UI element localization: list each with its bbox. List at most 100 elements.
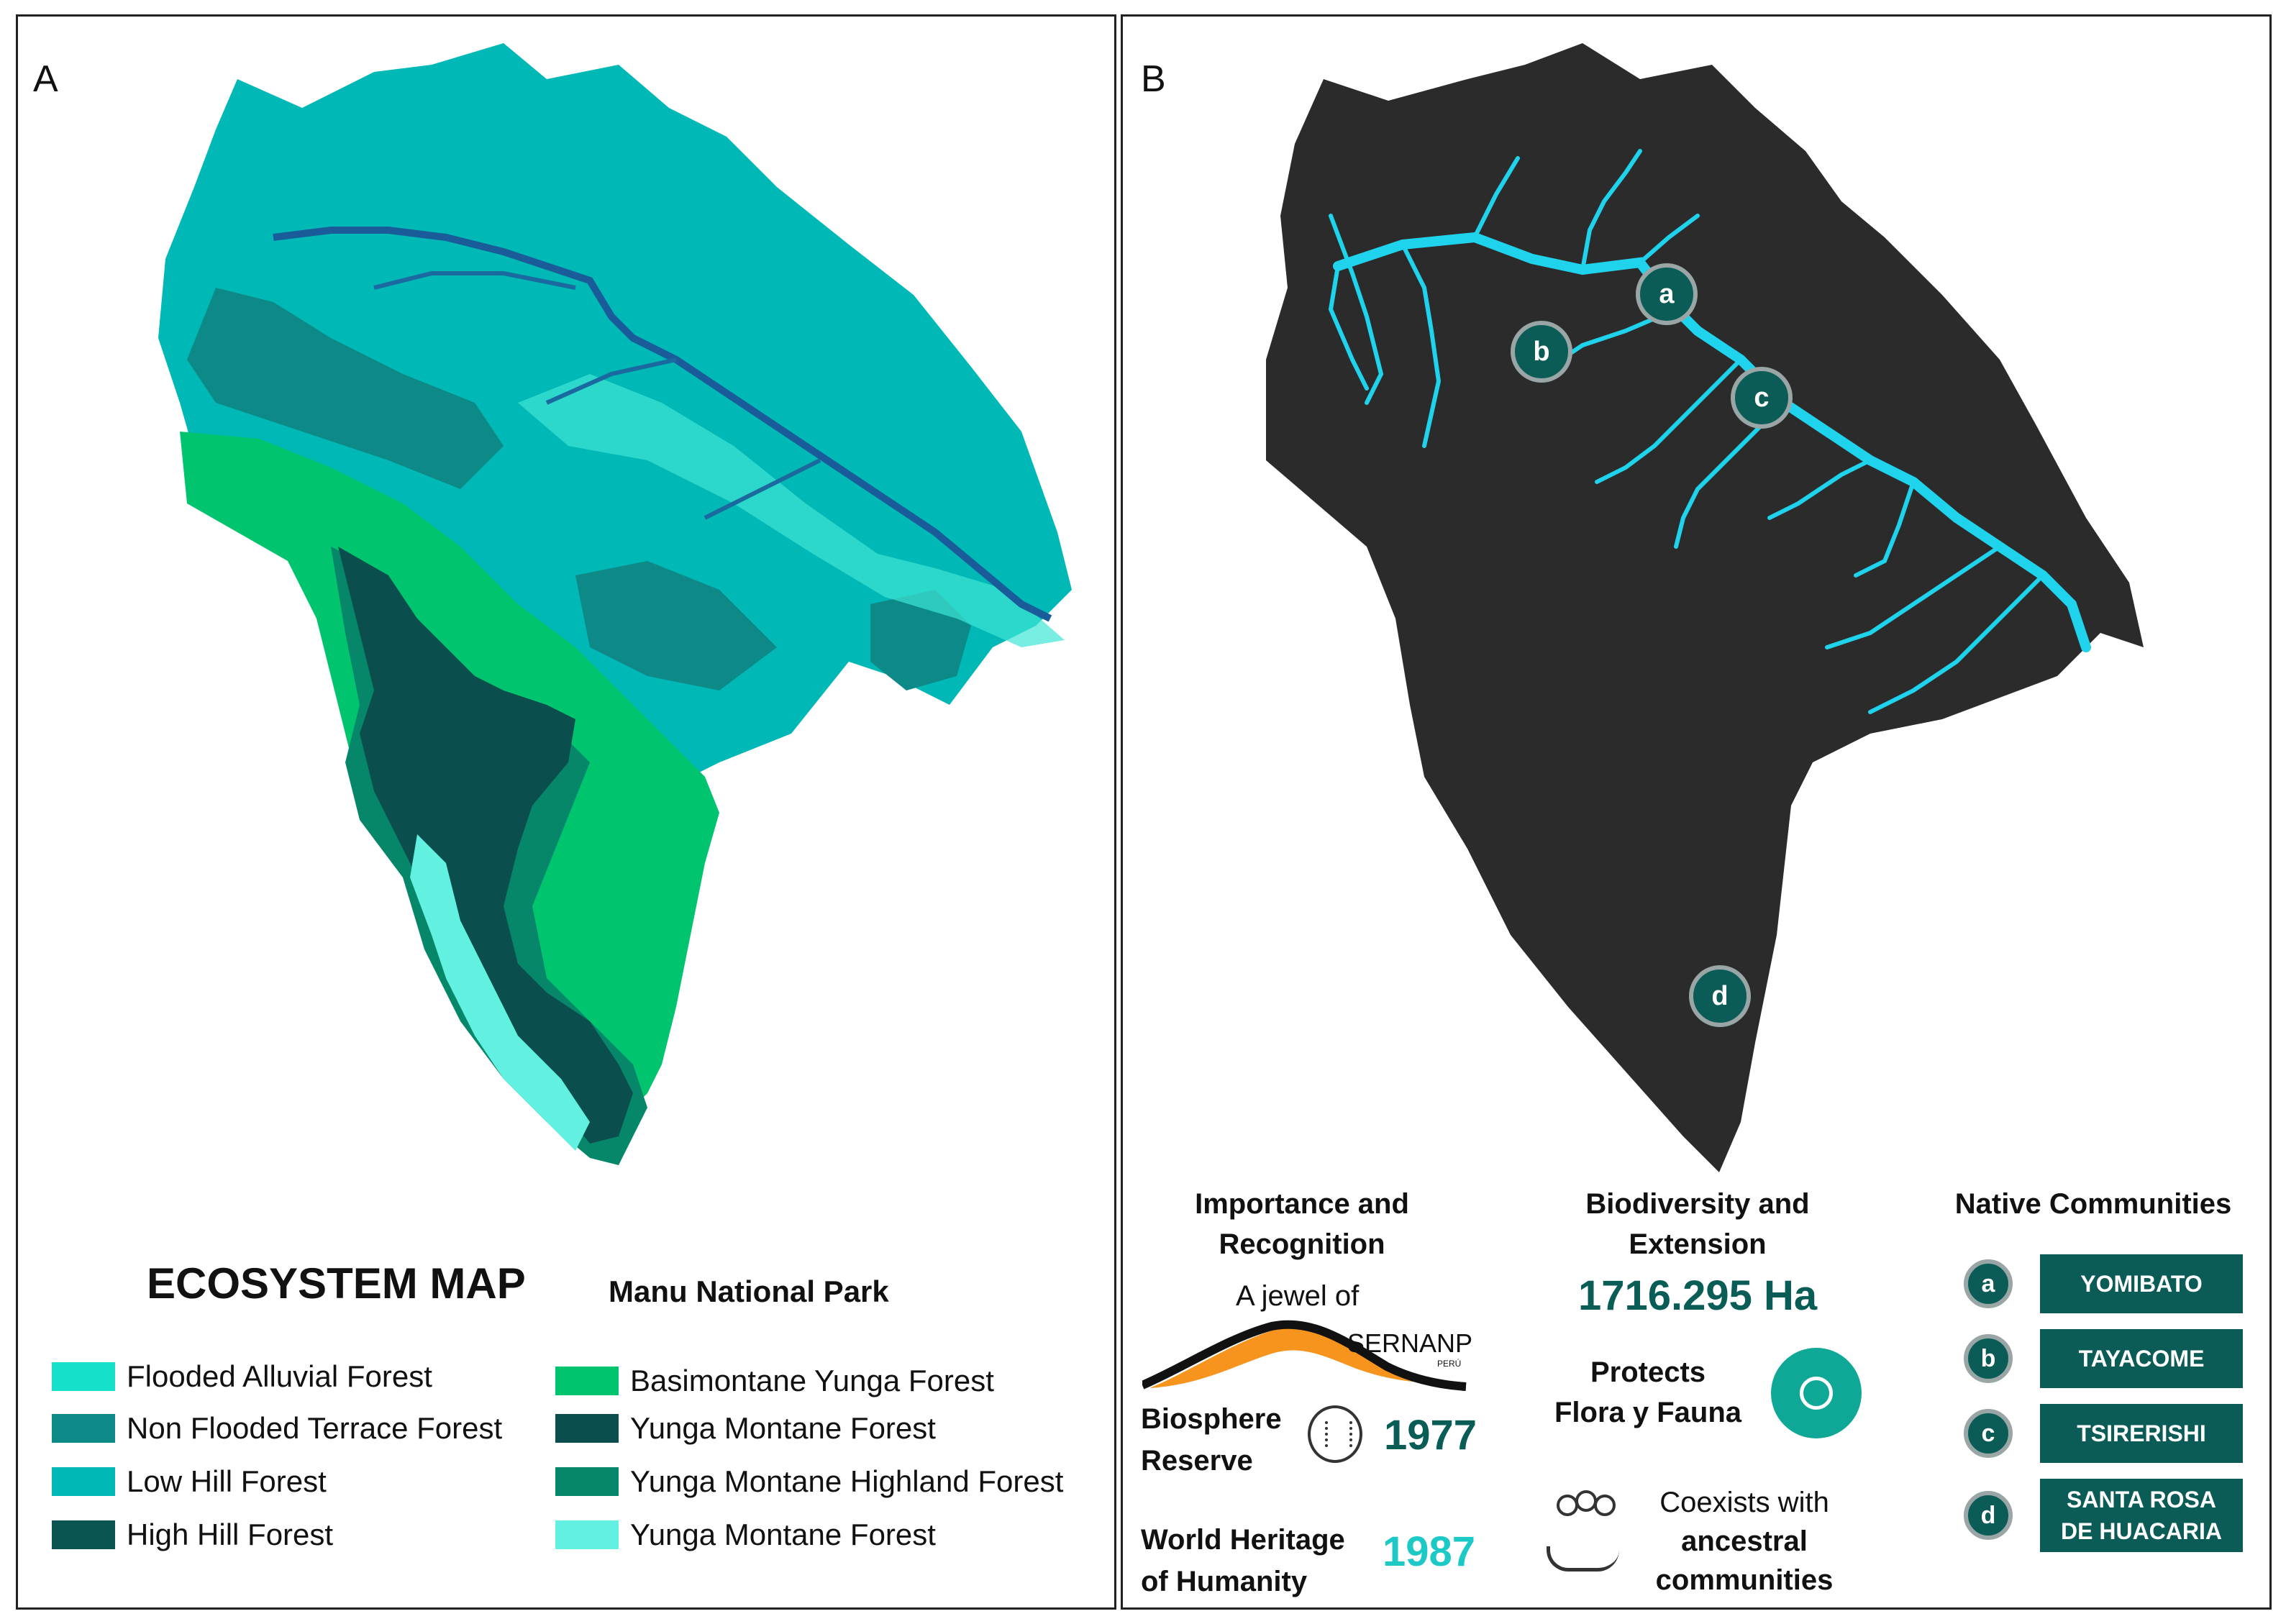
sernanp-logo: SERNANP PERÚ: [1142, 1320, 1472, 1391]
legend-item: Yunga Montane Forest: [555, 1518, 936, 1552]
community-badge-d: d: [1964, 1491, 2013, 1540]
community-name-d: SANTA ROSA DE HUACARIA: [2040, 1479, 2243, 1552]
legend-label: Flooded Alluvial Forest: [127, 1359, 432, 1393]
coexists-line2: ancestral: [1681, 1525, 1808, 1557]
legend-label: Yunga Montane Highland Forest: [630, 1464, 1064, 1498]
yunga-montane-region: [338, 547, 633, 1144]
legend-swatch: [52, 1362, 115, 1391]
river-tributary: [1868, 573, 2045, 714]
river-tributary: [1825, 544, 2002, 649]
community-name-a: YOMIBATO: [2040, 1254, 2243, 1313]
sernanp-logo-sub: PERÚ: [1437, 1358, 1461, 1369]
legend-item: Low Hill Forest: [52, 1464, 327, 1499]
map-subtitle: Manu National Park: [609, 1274, 889, 1308]
community-row-a: a YOMIBATO: [1964, 1254, 2243, 1313]
community-row-d: d SANTA ROSA DE HUACARIA: [1964, 1479, 2243, 1552]
map-marker-b[interactable]: b: [1511, 321, 1572, 383]
river-tributary: [1580, 149, 1642, 272]
legend-item: High Hill Forest: [52, 1518, 333, 1552]
community-badge-a: a: [1964, 1259, 2013, 1308]
community-name-b: TAYACOME: [2040, 1329, 2243, 1388]
community-name-d-line1: SANTA ROSA: [2067, 1487, 2216, 1513]
tributary: [373, 271, 576, 290]
protects-line2: Flora y Fauna: [1554, 1397, 1742, 1428]
coexists-line3: communities: [1655, 1564, 1834, 1596]
legend-item: Yunga Montane Highland Forest: [555, 1464, 1063, 1499]
legend-label: Non Flooded Terrace Forest: [127, 1411, 503, 1445]
river-tributary: [1328, 264, 1369, 391]
river-tributary: [1595, 357, 1743, 484]
map-marker-a[interactable]: a: [1636, 263, 1698, 325]
legend-label: High Hill Forest: [127, 1518, 334, 1551]
biodiversity-title-line1: Biodiversity and: [1585, 1188, 1810, 1220]
panel-a: [16, 14, 1116, 1610]
importance-title-line1: Importance and: [1195, 1188, 1409, 1220]
biodiversity-title-line2: Extension: [1629, 1228, 1767, 1260]
legend-label: Yunga Montane Forest: [630, 1518, 936, 1551]
coexists-line1: Coexists with: [1659, 1487, 1829, 1518]
legend-swatch: [555, 1367, 619, 1395]
biosphere-line2: Reserve: [1141, 1445, 1253, 1477]
jewel-text: A jewel of: [1236, 1280, 1360, 1312]
heritage-line1: World Heritage: [1141, 1524, 1345, 1556]
legend-item: Flooded Alluvial Forest: [52, 1359, 432, 1394]
community-name-c: TSIRERISHI: [2040, 1404, 2243, 1463]
protects-label: Protects Flora y Fauna: [1551, 1352, 1745, 1433]
community-row-c: c TSIRERISHI: [1964, 1404, 2243, 1463]
river-tributary: [1767, 458, 1872, 520]
flooded-region: [518, 374, 1065, 647]
importance-title: Importance and Recognition: [1165, 1184, 1439, 1264]
river-tributary: [1472, 156, 1520, 240]
panel-b-letter: B: [1141, 58, 1166, 100]
ecosystem-map: [158, 43, 1072, 1165]
legend-swatch: [555, 1467, 619, 1496]
light-yunga-region: [410, 834, 590, 1151]
biosphere-label: Biosphere Reserve: [1141, 1398, 1282, 1482]
map-marker-c[interactable]: c: [1731, 367, 1793, 429]
community-hands-icon: [1544, 1490, 1620, 1577]
legend-item: Yunga Montane Forest: [555, 1411, 936, 1446]
panel-b: [1121, 14, 2272, 1610]
legend-item: Basimontane Yunga Forest: [555, 1364, 994, 1398]
river-tributary: [1638, 214, 1700, 265]
map-title: ECOSYSTEM MAP: [147, 1259, 526, 1308]
legend-swatch: [555, 1520, 619, 1549]
legend-item: Non Flooded Terrace Forest: [52, 1411, 502, 1446]
river-tributary: [1854, 480, 1916, 578]
community-badge-b: b: [1964, 1334, 2013, 1383]
legend-label: Low Hill Forest: [127, 1464, 327, 1498]
communities-title: Native Communities: [1954, 1188, 2232, 1220]
community-row-b: b TAYACOME: [1964, 1329, 2243, 1388]
biodiversity-title: Biodiversity and Extension: [1554, 1184, 1841, 1264]
heritage-year: 1987: [1383, 1528, 1476, 1575]
community-badge-c: c: [1964, 1409, 2013, 1458]
park-map: [1266, 43, 2144, 1172]
coexists-label: Coexists with ancestral communities: [1640, 1483, 1849, 1600]
terrace-region: [187, 288, 504, 489]
sernanp-logo-text: SERNANP: [1347, 1328, 1472, 1358]
heritage-label: World Heritage of Humanity: [1141, 1519, 1345, 1602]
heritage-line2: of Humanity: [1141, 1566, 1308, 1597]
tributary: [703, 458, 821, 520]
protects-line1: Protects: [1590, 1356, 1706, 1388]
biosphere-year: 1977: [1384, 1412, 1477, 1459]
importance-title-line2: Recognition: [1219, 1228, 1385, 1260]
legend-label: Basimontane Yunga Forest: [630, 1364, 994, 1397]
river-tributary: [1329, 214, 1384, 405]
map-marker-d[interactable]: d: [1689, 965, 1751, 1027]
panel-a-letter: A: [33, 58, 58, 100]
community-name-d-line2: DE HUACARIA: [2061, 1518, 2222, 1544]
park-silhouette: [1266, 43, 2144, 1172]
terrace-region-3: [575, 561, 777, 690]
legend-swatch: [52, 1520, 115, 1549]
tributary: [545, 357, 677, 405]
park-area: 1716.295 Ha: [1578, 1272, 1818, 1319]
river-tributary: [1401, 242, 1442, 448]
biosphere-line1: Biosphere: [1141, 1403, 1282, 1435]
legend-swatch: [52, 1467, 115, 1496]
globe-plant-icon: [1308, 1405, 1362, 1463]
legend-swatch: [52, 1414, 115, 1443]
legend-label: Yunga Montane Forest: [630, 1411, 936, 1445]
legend-swatch: [555, 1414, 619, 1443]
flower-icon: [1771, 1348, 1862, 1438]
